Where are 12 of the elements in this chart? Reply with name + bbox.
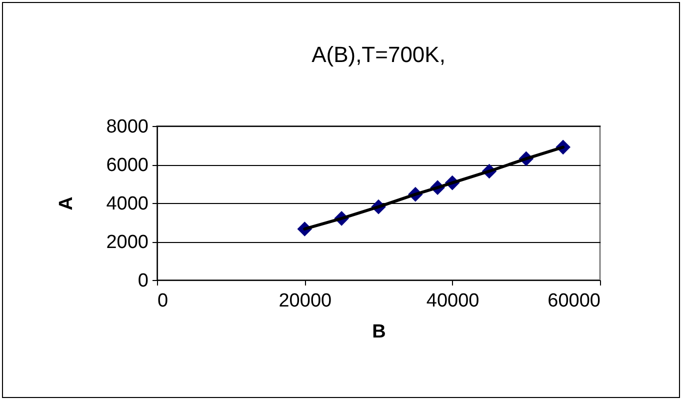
x-tick-label: 60000	[548, 290, 600, 312]
y-axis-title: A	[56, 196, 78, 210]
x-tick-label: 20000	[278, 290, 332, 312]
chart-title: A(B),T=700K,	[312, 42, 446, 67]
y-tick-label: 2000	[106, 232, 148, 253]
x-axis-title: B	[372, 322, 386, 342]
y-tick-label: 0	[138, 270, 148, 292]
y-tick-label: 8000	[106, 116, 148, 138]
x-tick-label: 0	[158, 290, 168, 312]
y-tick-label: 4000	[106, 194, 148, 214]
x-tick-label: 40000	[426, 290, 480, 312]
y-tick-label: 6000	[106, 155, 148, 176]
